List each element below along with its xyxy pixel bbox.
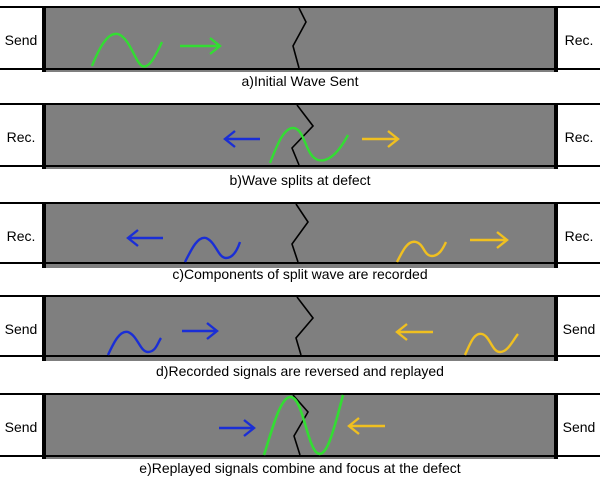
panel-d-right-transducer: Send bbox=[554, 297, 600, 361]
panel-a-right-transducer: Rec. bbox=[554, 8, 600, 72]
defect-crack-c bbox=[291, 203, 309, 263]
panel-b-arrow-left bbox=[223, 130, 260, 148]
defect-crack-a bbox=[292, 7, 307, 69]
panel-c-bottom-line bbox=[0, 262, 600, 264]
panel-c-left-transducer: Rec. bbox=[0, 204, 46, 268]
defect-crack-e bbox=[292, 394, 309, 456]
panel-a-left-transducer: Send bbox=[0, 8, 46, 72]
panel-d-wave-blue bbox=[106, 330, 163, 356]
panel-a-medium bbox=[46, 8, 554, 72]
panel-c-wave-blue bbox=[183, 236, 242, 263]
panel-d-bottom-line bbox=[0, 355, 600, 357]
panel-a-top-line bbox=[0, 6, 600, 8]
panel-e-left-transducer: Send bbox=[0, 395, 46, 459]
panel-b-left-transducer: Rec. bbox=[0, 105, 46, 169]
panel-d-caption: d)Recorded signals are reversed and repl… bbox=[156, 363, 444, 379]
defect-crack-d bbox=[295, 296, 315, 356]
panel-e-caption: e)Replayed signals combine and focus at … bbox=[139, 460, 461, 476]
panel-a-arrow-right bbox=[180, 37, 222, 55]
panel-c-arrow-left bbox=[126, 229, 163, 247]
panel-b-arrow-right bbox=[362, 130, 400, 148]
panel-b-bottom-line bbox=[0, 165, 600, 167]
panel-b-top-line bbox=[0, 103, 600, 105]
panel-c-right-transducer: Rec. bbox=[554, 204, 600, 268]
panel-e-top-line bbox=[0, 393, 600, 395]
panel-e-wave bbox=[262, 394, 345, 456]
panel-c-top-line bbox=[0, 202, 600, 204]
panel-c-bar: Rec. Rec. bbox=[0, 204, 600, 268]
panel-b-caption: b)Wave splits at defect bbox=[229, 172, 371, 188]
panel-a-bottom-line bbox=[0, 68, 600, 70]
panel-d-arrow-left bbox=[395, 323, 433, 341]
panel-b-bar: Rec. Rec. bbox=[0, 105, 600, 169]
panel-b-wave bbox=[268, 126, 350, 164]
panel-b-right-transducer: Rec. bbox=[554, 105, 600, 169]
panel-d-left-transducer: Send bbox=[0, 297, 46, 361]
panel-a-caption: a)Initial Wave Sent bbox=[241, 73, 359, 89]
panel-e-arrow-left bbox=[347, 417, 385, 435]
panel-d-wave-yellow bbox=[463, 332, 519, 356]
panel-d-arrow-right bbox=[182, 322, 219, 340]
panel-c-wave-yellow bbox=[395, 240, 448, 263]
panel-e-right-transducer: Send bbox=[554, 395, 600, 459]
panel-a-bar: Send Rec. bbox=[0, 8, 600, 72]
panel-e-bottom-line bbox=[0, 455, 600, 457]
panel-b-medium bbox=[46, 105, 554, 169]
panel-c-caption: c)Components of split wave are recorded bbox=[172, 266, 428, 282]
panel-a-wave bbox=[90, 32, 164, 68]
panel-c-arrow-right bbox=[470, 231, 509, 249]
panel-e-arrow-right bbox=[219, 419, 256, 437]
panel-d-top-line bbox=[0, 295, 600, 297]
